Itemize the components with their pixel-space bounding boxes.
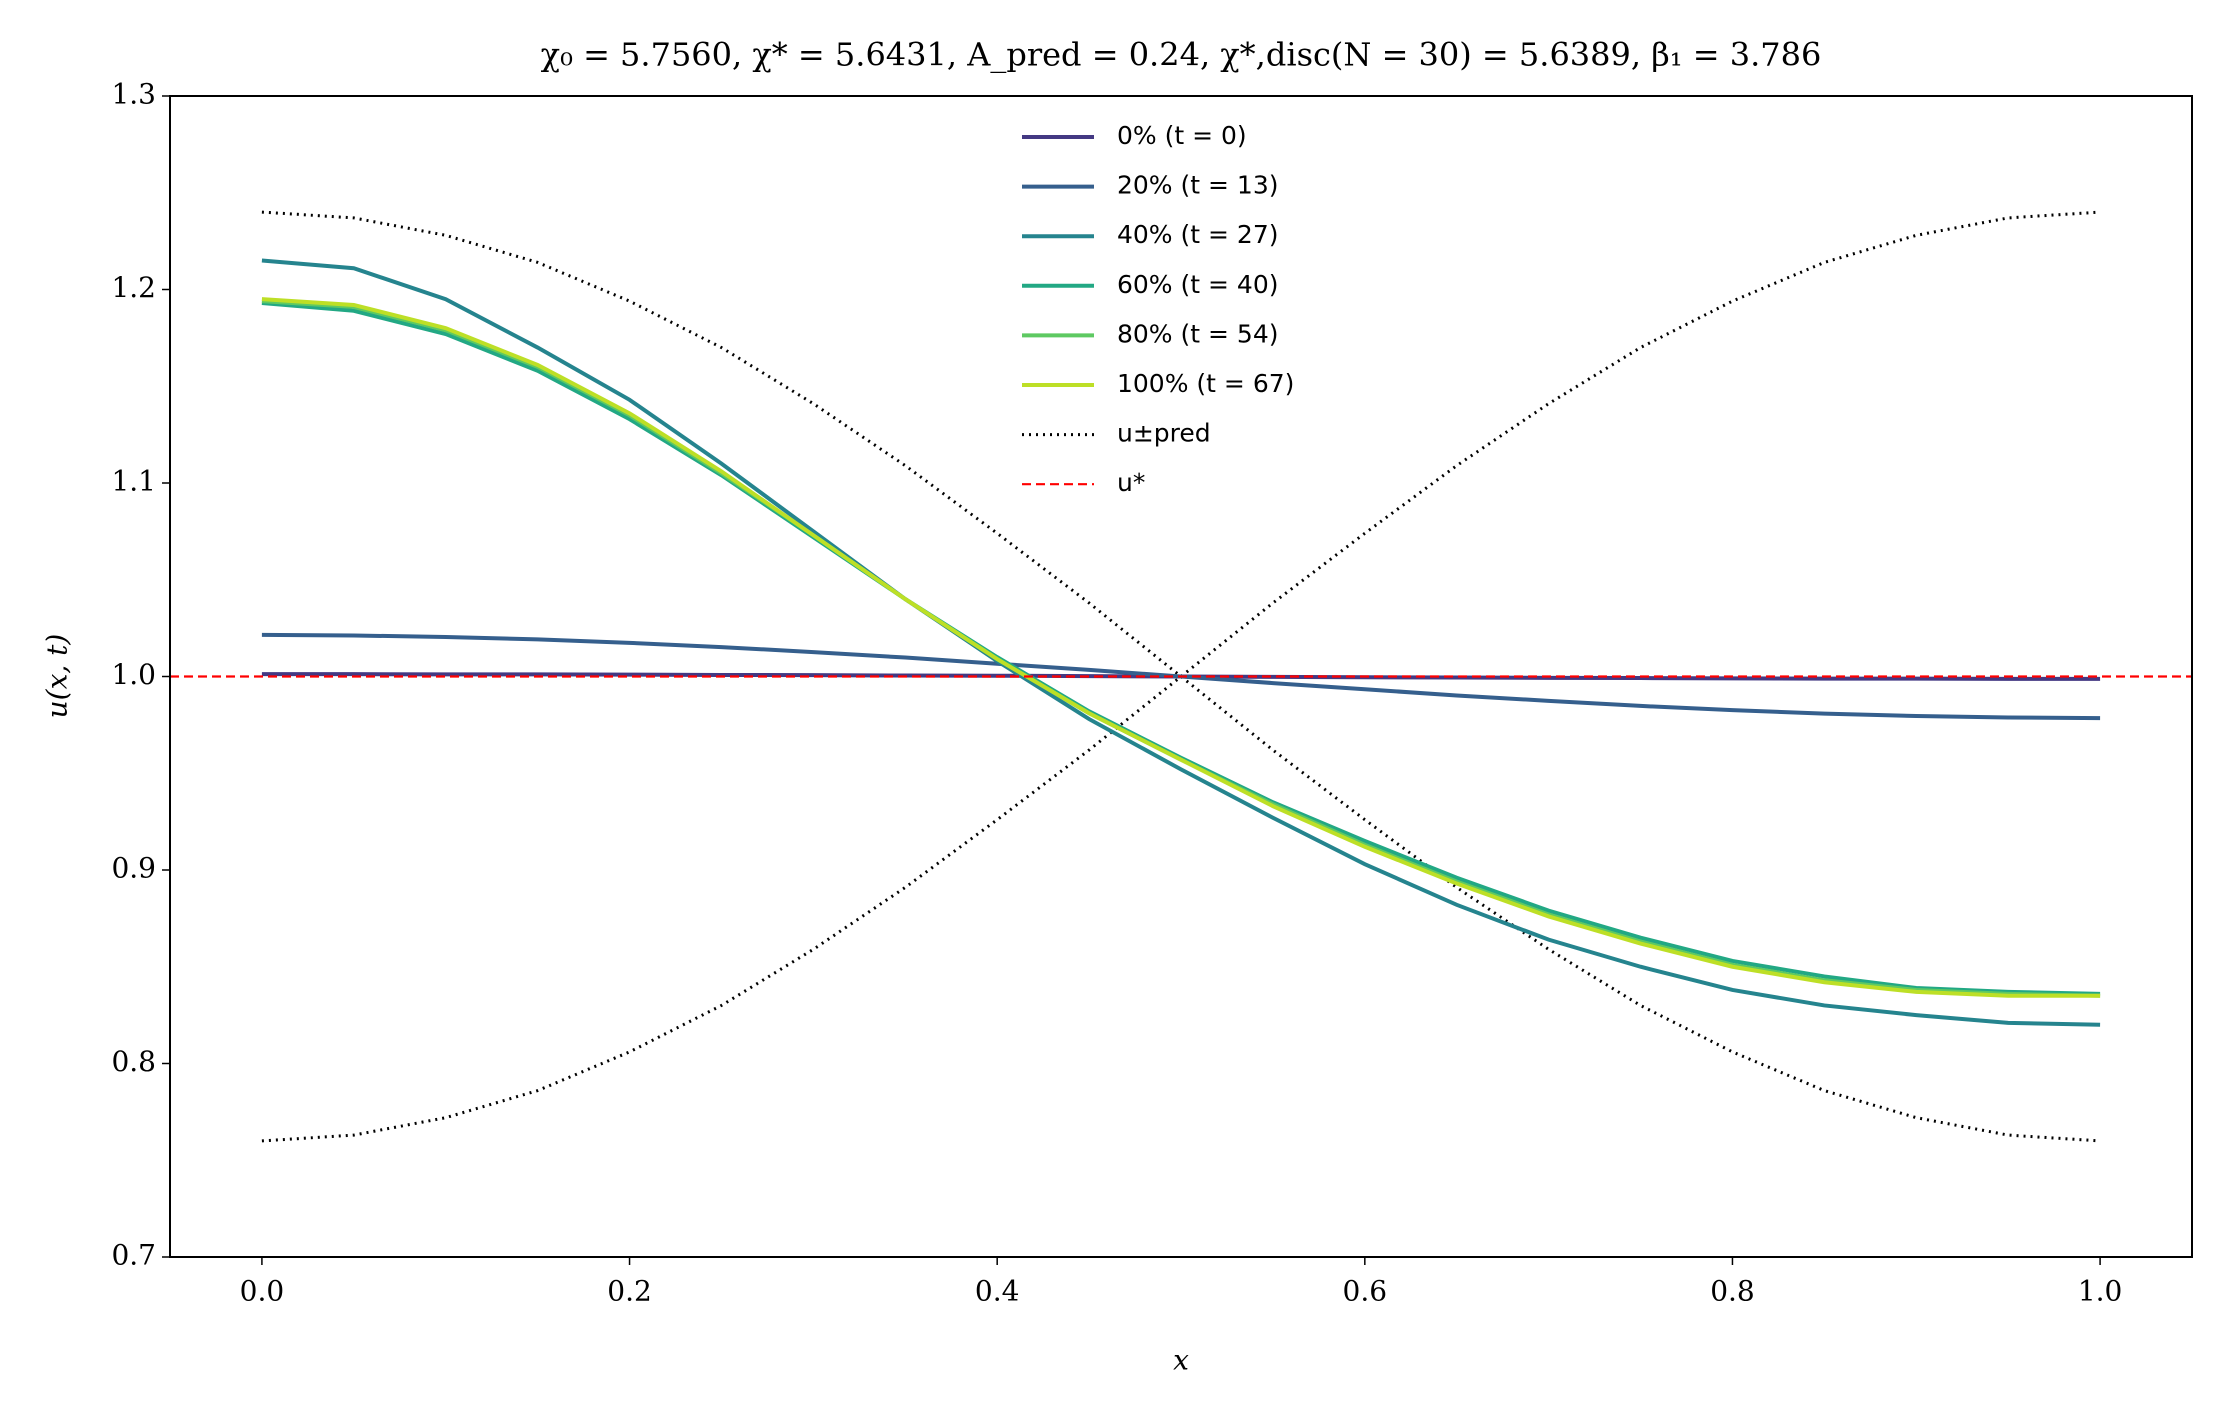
x-tick-label: 0.0 [240, 1275, 285, 1308]
x-tick-label: 0.2 [607, 1275, 652, 1308]
y-axis-label: u(x, t) [41, 634, 74, 719]
y-tick-label: 0.8 [111, 1045, 156, 1078]
y-tick-label: 1.2 [111, 271, 156, 304]
plot-frame [169, 95, 2193, 1258]
legend-label: u* [1117, 468, 1145, 497]
bound-line [261, 210, 2101, 1143]
x-tick-label: 0.8 [1710, 1275, 1755, 1308]
legend-label: 100% (t = 67) [1117, 369, 1294, 398]
bound-line [261, 210, 2101, 1143]
x-tick-label: 0.6 [1343, 1275, 1388, 1308]
chart-title: χ₀ = 5.7560, χ* = 5.6431, A_pred = 0.24,… [541, 36, 1822, 74]
legend-label: u±pred [1117, 419, 1211, 448]
x-tick-label: 1.0 [2078, 1275, 2123, 1308]
legend-label: 20% (t = 13) [1117, 171, 1278, 200]
x-tick-label: 0.4 [975, 1275, 1020, 1308]
y-tick-label: 1.0 [111, 658, 156, 691]
legend-label: 40% (t = 27) [1117, 220, 1278, 249]
series-line [261, 258, 2101, 1027]
x-axis-label: x [1173, 1344, 1189, 1377]
series-line [261, 297, 2101, 998]
y-tick-label: 0.9 [111, 852, 156, 885]
y-tick-label: 0.7 [111, 1239, 156, 1272]
y-tick-label: 1.1 [111, 465, 156, 498]
legend-label: 0% (t = 0) [1117, 121, 1247, 150]
legend-label: 60% (t = 40) [1117, 270, 1278, 299]
y-tick-label: 1.3 [111, 78, 156, 111]
legend-label: 80% (t = 54) [1117, 319, 1278, 348]
